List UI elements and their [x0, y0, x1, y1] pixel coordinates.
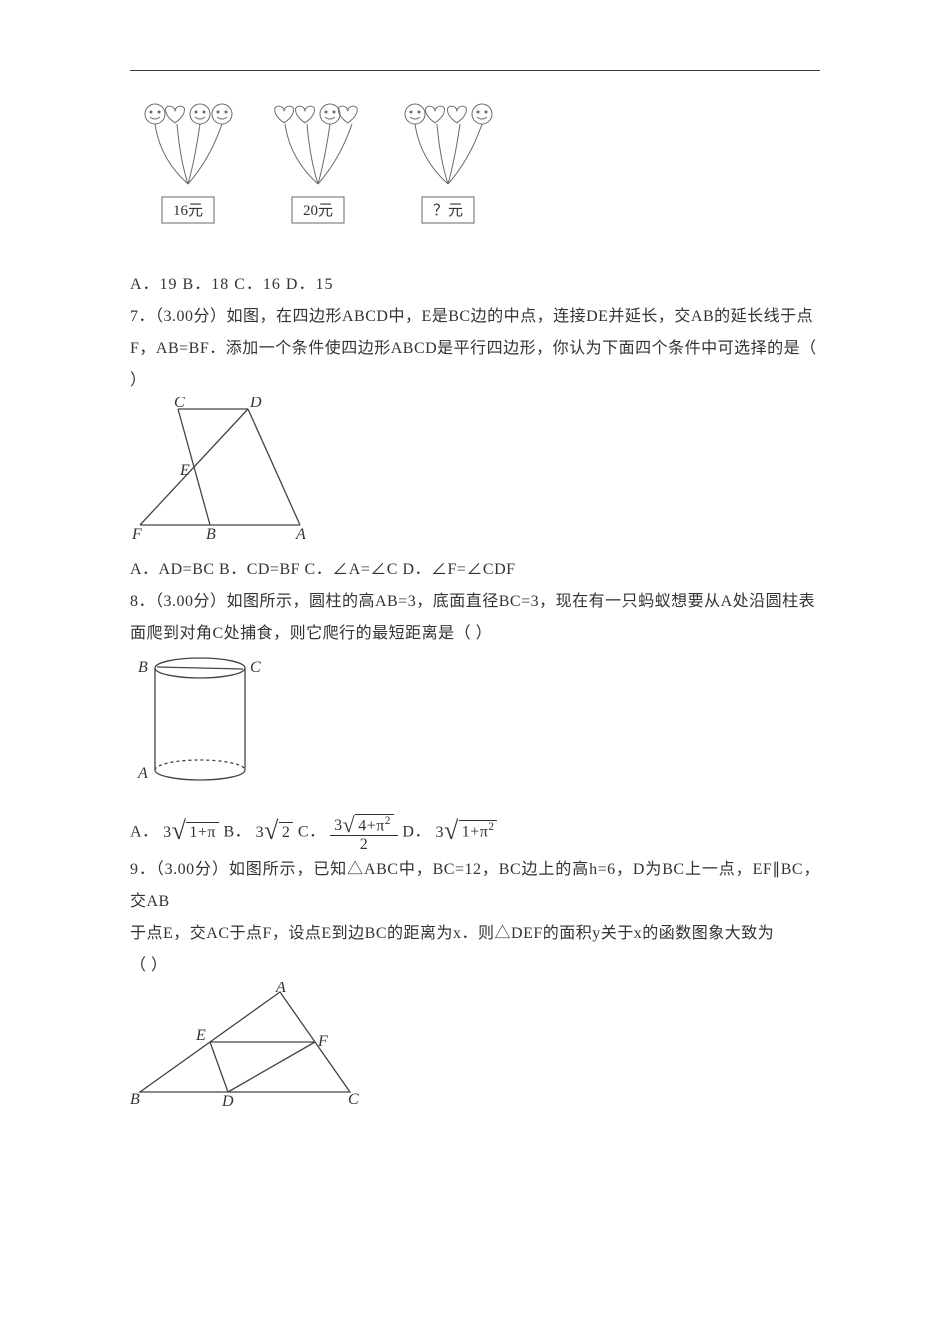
label-C: C [348, 1091, 359, 1108]
price-label-2: 20元 [303, 203, 333, 219]
price-label-3: ？元 [433, 203, 463, 219]
q7-stem-3: ） [130, 365, 820, 397]
q8-figure: B C A [130, 650, 820, 812]
balloon-group-3: ？元 [405, 104, 492, 223]
balloon-group-2: 20元 [275, 104, 358, 223]
label-B: B [130, 1091, 140, 1108]
label-D: D [221, 1093, 234, 1110]
q8-stem-1: 8．（3.00分）如图所示，圆柱的高AB=3，底面直径BC=3，现在有一只蚂蚁想… [130, 586, 820, 618]
label-E: E [179, 462, 190, 479]
q6-balloon-figure: 16元 20元 [130, 99, 820, 251]
q8-opt-B-lead: B． [223, 824, 251, 841]
price-label-1: 16元 [173, 203, 203, 219]
q8-opt-B-math: 3√2 [256, 814, 294, 852]
q8-opt-C-lead: C． [298, 824, 326, 841]
q9-stem-3: （ ） [130, 950, 820, 982]
label-D: D [249, 397, 262, 411]
label-A: A [137, 765, 148, 782]
label-A: A [275, 982, 286, 996]
q6-options: A．19 B．18 C．16 D．15 [130, 269, 820, 301]
q8-opt-A-math: 3√1+π [163, 814, 219, 852]
q8-opt-D-math: 3√1+π2 [435, 814, 497, 852]
q8-opt-C-math: 3√4+π2 2 [330, 812, 398, 854]
q9-stem-1: 9．（3.00分）如图所示，已知△ABC中，BC=12，BC边上的高h=6，D为… [130, 854, 820, 918]
q7-stem-1: 7．（3.00分）如图，在四边形ABCD中，E是BC边的中点，连接DE并延长，交… [130, 301, 820, 333]
label-F: F [317, 1033, 328, 1050]
q8-options: A． 3√1+π B． 3√2 C． 3√4+π2 2 D． 3√1+π2 [130, 812, 820, 854]
top-rule [130, 70, 820, 71]
balloon-group-1: 16元 [145, 104, 232, 223]
q9-figure: A B C D E F [130, 982, 820, 1124]
label-B: B [206, 526, 216, 542]
label-E: E [195, 1027, 206, 1044]
q8-opt-A-lead: A． [130, 824, 159, 841]
q7-options: A．AD=BC B．CD=BF C．∠A=∠C D．∠F=∠CDF [130, 554, 820, 586]
q9-stem-2: 于点E，交AC于点F，设点E到边BC的距离为x．则△DEF的面积y关于x的函数图… [130, 918, 820, 950]
balloons-svg: 16元 20元 [130, 99, 530, 239]
label-C: C [250, 659, 261, 676]
q8-opt-D-lead: D． [402, 824, 431, 841]
label-A: A [295, 526, 306, 542]
exam-page: { "colors": { "text": "#333333", "rule":… [0, 0, 950, 1184]
label-B: B [138, 659, 148, 676]
label-F: F [131, 526, 142, 542]
label-C: C [174, 397, 185, 411]
q8-stem-2: 面爬到对角C处捕食，则它爬行的最短距离是（ ） [130, 618, 820, 650]
q7-figure: C D E F B A [130, 397, 820, 554]
q7-stem-2: F，AB=BF．添加一个条件使四边形ABCD是平行四边形，你认为下面四个条件中可… [130, 333, 820, 365]
